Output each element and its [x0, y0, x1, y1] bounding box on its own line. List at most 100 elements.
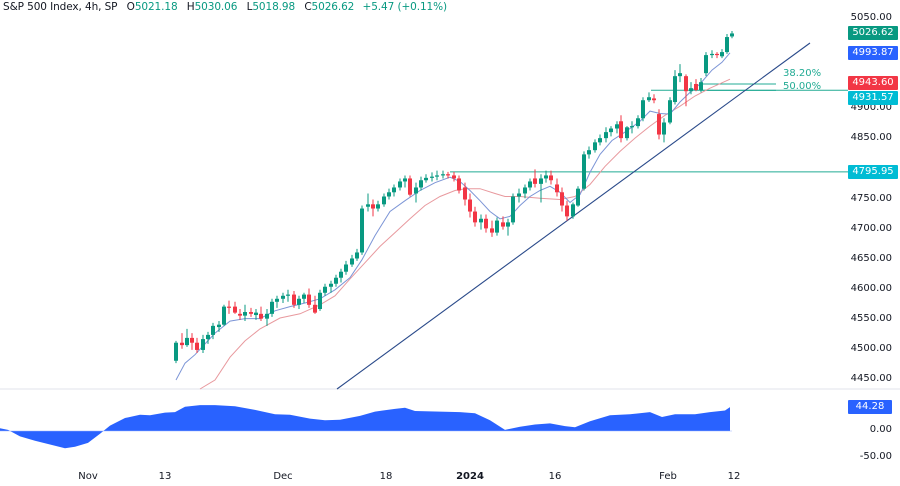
change-value: +5.47 (+0.11%) [362, 1, 448, 13]
candle-body [398, 181, 402, 188]
candle-body [275, 298, 279, 302]
candle-body [678, 73, 682, 77]
close-value: 5026.62 [311, 1, 355, 13]
candle-body [501, 222, 505, 227]
candle-body [657, 114, 661, 135]
candle-body [217, 324, 221, 328]
oscillator-tick-label: -50.00 [859, 451, 892, 462]
candle-body [195, 342, 199, 350]
candle-body [292, 294, 296, 305]
candle-body [647, 97, 651, 101]
candle-body [544, 175, 548, 179]
candle-body [424, 177, 428, 181]
candle-body [392, 187, 396, 193]
candle-body [560, 192, 564, 206]
candle-body [473, 211, 477, 223]
candle-body [511, 196, 515, 223]
price-tick-label: 4900.00 [850, 102, 892, 114]
low-label: L [246, 1, 253, 13]
candle-body [441, 174, 445, 176]
fib-50-tag: 4931.57 [848, 91, 898, 105]
candle-body [479, 218, 483, 223]
candle-body [339, 271, 343, 278]
candle-body [539, 178, 543, 184]
candlesticks [174, 31, 734, 364]
candle-body [185, 337, 189, 346]
candle-body [313, 304, 317, 313]
high-value: 5030.06 [194, 1, 238, 13]
high-label: H [186, 1, 195, 13]
candle-body [668, 100, 672, 123]
candle-body [382, 196, 386, 205]
candle-body [593, 142, 597, 151]
candle-body [730, 33, 734, 37]
candle-body [238, 313, 242, 316]
candle-body [630, 126, 634, 128]
candle-body [259, 313, 263, 319]
fast-ma-line [175, 52, 731, 381]
candle-body [435, 175, 439, 177]
moving-averages [175, 52, 731, 390]
time-tick-label: 16 [548, 471, 562, 482]
time-tick-label: Nov [78, 471, 98, 482]
time-tick-label: 12 [727, 471, 741, 482]
candle-body [249, 312, 253, 314]
candle-body [463, 187, 467, 200]
candle-body [360, 208, 364, 253]
candle-body [190, 337, 194, 343]
candle-body [641, 100, 645, 119]
candle-body [517, 193, 521, 197]
candle-body [598, 138, 602, 143]
candle-body [468, 199, 472, 212]
candle-body [227, 306, 231, 308]
oscillator-value-tag: 44.28 [848, 400, 892, 414]
open-value: 5021.18 [134, 1, 178, 13]
resistance-tag: 4795.95 [848, 165, 898, 179]
candle-body [457, 178, 461, 191]
candle-body [652, 98, 656, 101]
price-tick-label: 4850.00 [850, 132, 892, 144]
candle-body [484, 218, 488, 229]
candle-body [549, 175, 553, 181]
candle-body [206, 334, 210, 340]
candle-body [430, 176, 434, 178]
candle-body [684, 76, 688, 92]
time-tick-label: 2024 [456, 471, 484, 482]
price-tick-label: 5050.00 [850, 12, 892, 23]
candle-body [318, 292, 322, 310]
price-tick-label: 4750.00 [850, 192, 892, 204]
candle-body [243, 312, 247, 316]
candle-body [344, 264, 348, 272]
candle-body [350, 258, 354, 265]
candle-body [604, 132, 608, 139]
candle-body [609, 128, 613, 133]
candle-body [323, 286, 327, 293]
candle-body [180, 342, 184, 346]
candle-body [619, 121, 623, 139]
ma-fast-tag: 4993.87 [848, 46, 898, 60]
candle-body [673, 76, 677, 103]
candle-body [523, 187, 527, 194]
candle-body [265, 313, 269, 319]
candle-body [704, 55, 708, 74]
price-tick-label: 4450.00 [850, 373, 892, 385]
last-price-tag: 5026.62 [848, 26, 898, 40]
candle-body [281, 295, 285, 299]
time-tick-label: Feb [659, 471, 677, 482]
price-tick-label: 4600.00 [850, 282, 892, 294]
price-tick-label: 4700.00 [850, 222, 892, 234]
candle-body [254, 312, 258, 316]
fib-level-label: 50.00% [783, 81, 822, 92]
candle-body [329, 283, 333, 287]
slow-ma-line [199, 78, 731, 390]
candle-body [694, 83, 698, 91]
candle-body [699, 82, 703, 91]
candle-body [582, 154, 586, 189]
candle-body [371, 204, 375, 209]
candle-body [571, 204, 575, 217]
candle-body [408, 178, 412, 195]
candle-body [615, 124, 619, 129]
candle-body [307, 294, 311, 305]
ma-slow-tag: 4943.60 [848, 76, 898, 90]
